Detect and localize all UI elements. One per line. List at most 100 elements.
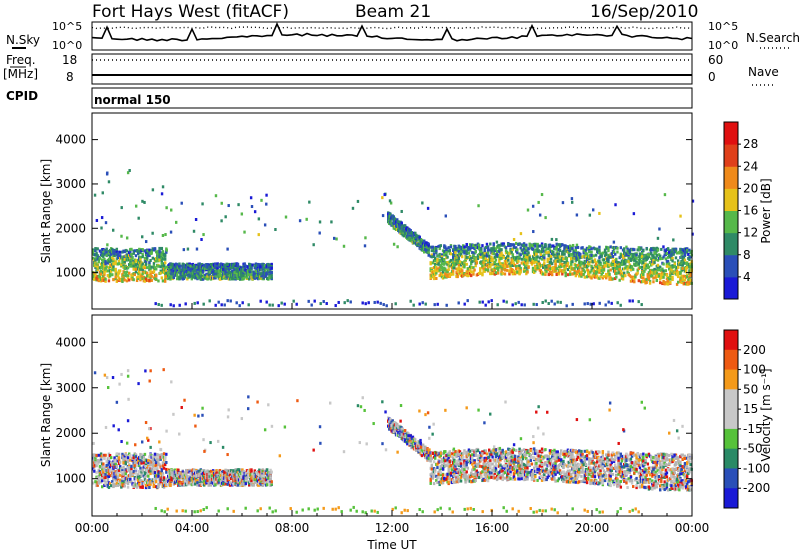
echo-cell xyxy=(152,188,154,191)
echo-cell xyxy=(175,221,177,224)
echo-cell xyxy=(432,246,434,249)
echo-cell xyxy=(122,477,124,480)
echo-cell xyxy=(241,212,243,215)
echo-cell xyxy=(187,248,189,251)
echo-cell xyxy=(551,273,553,276)
echo-cell xyxy=(206,278,208,281)
echo-cell xyxy=(124,278,126,281)
echo-cell xyxy=(131,256,133,259)
echo-cell xyxy=(470,257,472,260)
echo-cell xyxy=(151,252,153,255)
echo-cell xyxy=(516,251,518,254)
echo-cell xyxy=(133,278,135,281)
echo-cell xyxy=(113,251,115,254)
echo-cell xyxy=(437,262,439,265)
echo-cell xyxy=(458,266,460,269)
echo-cell xyxy=(678,251,680,254)
echo-cell xyxy=(635,253,637,256)
echo-cell xyxy=(106,243,108,246)
echo-cell xyxy=(669,278,671,281)
echo-cell xyxy=(431,249,433,252)
echo-cell xyxy=(129,265,131,268)
echo-cell xyxy=(152,454,154,457)
echo-cell xyxy=(144,453,146,456)
echo-cell xyxy=(130,248,132,251)
echo-cell xyxy=(430,262,432,265)
echo-cell xyxy=(449,264,451,267)
echo-cell xyxy=(99,477,101,480)
freq-tick-top: 18 xyxy=(62,53,77,67)
echo-cell xyxy=(184,274,186,277)
echo-cell xyxy=(162,185,164,188)
echo-cell xyxy=(656,279,658,282)
echo-cell xyxy=(662,276,664,279)
echo-cell xyxy=(117,256,119,259)
echo-cell xyxy=(638,300,640,303)
echo-cell xyxy=(599,263,601,266)
echo-cell xyxy=(625,260,627,263)
echo-cell xyxy=(633,248,635,251)
echo-cell xyxy=(495,259,497,262)
echo-cell xyxy=(457,275,459,278)
echo-cell xyxy=(509,265,511,268)
echo-cell xyxy=(156,453,158,456)
echo-cell xyxy=(155,477,157,480)
echo-cell xyxy=(526,271,528,274)
echo-cell xyxy=(125,461,127,464)
echo-cell xyxy=(487,269,489,272)
echo-cell xyxy=(377,301,379,304)
velocity-echoes xyxy=(92,368,693,514)
y-tick-label: 3000 xyxy=(55,177,86,191)
echo-cell xyxy=(648,266,650,269)
echo-cell xyxy=(615,276,617,279)
echo-cell xyxy=(126,270,128,273)
echo-cell xyxy=(272,304,274,307)
echo-cell xyxy=(488,300,490,303)
echo-cell xyxy=(489,243,491,246)
echo-cell xyxy=(558,265,560,268)
echo-cell xyxy=(605,252,607,255)
echo-cell xyxy=(145,240,147,243)
echo-cell xyxy=(212,269,214,272)
echo-cell xyxy=(683,262,685,265)
echo-cell xyxy=(675,256,677,259)
echo-cell xyxy=(533,303,535,306)
echo-cell xyxy=(628,260,630,263)
echo-cell xyxy=(320,302,322,305)
echo-cell xyxy=(278,304,280,307)
echo-cell xyxy=(545,270,547,273)
echo-cell xyxy=(472,244,474,247)
echo-cell xyxy=(458,257,460,260)
echo-cell xyxy=(450,259,452,262)
cpid-frame xyxy=(92,88,692,108)
echo-cell xyxy=(221,303,223,306)
echo-cell xyxy=(658,275,660,278)
echo-cell xyxy=(116,452,118,455)
echo-cell xyxy=(688,258,690,261)
echo-cell xyxy=(107,269,109,272)
echo-cell xyxy=(667,283,669,286)
echo-cell xyxy=(518,242,520,245)
echo-cell xyxy=(136,464,138,467)
echo-cell xyxy=(179,265,181,268)
echo-cell xyxy=(364,244,366,247)
echo-cell xyxy=(541,250,543,253)
echo-cell xyxy=(161,276,163,279)
echo-cell xyxy=(100,226,102,229)
echo-cell xyxy=(679,215,681,218)
echo-cell xyxy=(445,251,447,254)
echo-cell xyxy=(467,267,469,270)
echo-cell xyxy=(98,260,100,263)
echo-cell xyxy=(590,251,592,254)
echo-cell xyxy=(584,270,586,273)
echo-cell xyxy=(620,304,622,307)
echo-cell xyxy=(572,244,574,247)
echo-cell xyxy=(608,273,610,276)
echo-cell xyxy=(137,275,139,278)
echo-cell xyxy=(314,300,316,303)
echo-cell xyxy=(652,280,654,283)
echo-cell xyxy=(480,248,482,251)
echo-cell xyxy=(560,301,562,304)
echo-cell xyxy=(138,483,140,486)
echo-cell xyxy=(125,472,127,475)
